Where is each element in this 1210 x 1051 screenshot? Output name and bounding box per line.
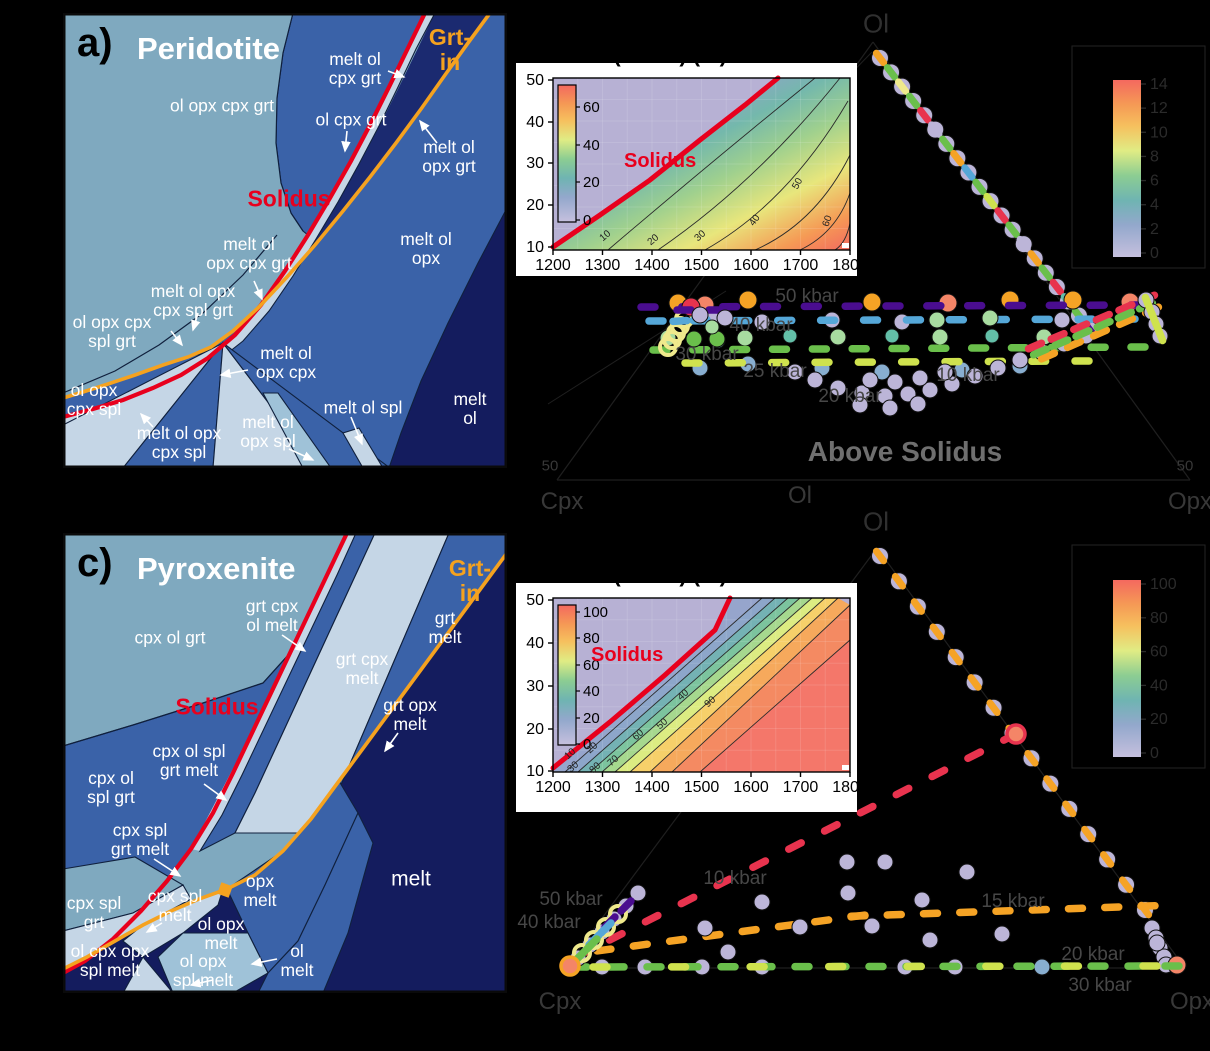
- y-tick-label: 30: [526, 678, 544, 695]
- y-tick-label: 50: [526, 592, 544, 609]
- colorbar-tick-label: 40: [583, 137, 600, 154]
- ternary-colorbar-tick: 8: [1150, 148, 1159, 165]
- y-tick-label: 20: [526, 721, 544, 738]
- ternary-colorbar-tick: 4: [1150, 197, 1159, 214]
- x-tick-label: 1500: [684, 257, 720, 274]
- y-tick-label: 50: [526, 72, 544, 89]
- ternary-colorbar-tick: 6: [1150, 173, 1159, 190]
- y-tick-label: 10: [526, 763, 544, 780]
- ternary-colorbar-tick: 0: [1150, 245, 1159, 262]
- ternary-colorbar-tick: 10: [1150, 124, 1168, 141]
- x-tick-label: 1300: [585, 257, 621, 274]
- x-tick-label: 1200: [535, 257, 571, 274]
- inset-b-title: melt (mode) (%): [562, 42, 727, 67]
- melt-fraction-inset-peridotite: 60 40 20 0 50 40 30 20 10 1200 1300 1400 1500 1600 170…: [516, 63, 857, 276]
- panel_a-canvas: [63, 13, 507, 468]
- colorbar-tick-label: 80: [583, 630, 600, 647]
- x-tick-label: 1500: [684, 779, 720, 796]
- x-tick-label: 1700: [783, 257, 819, 274]
- contour-label: 50: [790, 176, 805, 191]
- panel_c-tag: c): [77, 541, 113, 585]
- colorbar-tick-label: 0: [583, 736, 591, 753]
- x-tick-label: 1200: [535, 779, 571, 796]
- colorbar-tick-label: 40: [583, 683, 600, 700]
- ternary-colorbar-tick: 100: [1150, 576, 1177, 593]
- phase-diagram-peridotite: a) Peridotite ol opx cpx grt melt ol cpx gr…: [63, 13, 507, 468]
- contour-label: 60: [821, 214, 835, 229]
- ternary-colorbar-tick: 80: [1150, 610, 1168, 627]
- inset-d-title: melt (mode) (%): [562, 562, 727, 587]
- panel_a-title: Peridotite: [137, 31, 280, 66]
- panel_a-tag: a): [77, 21, 113, 65]
- colorbar-tick-label: 0: [583, 212, 591, 229]
- y-tick-label: 40: [526, 114, 544, 131]
- ternary_d: 100 80 60 40 20 0: [559, 544, 1206, 977]
- solidus-label: Solidus: [624, 150, 696, 172]
- solidus-label: Solidus: [591, 644, 663, 666]
- ternary-colorbar-tick: 0: [1150, 745, 1159, 762]
- x-tick-label: 1600: [733, 257, 769, 274]
- phase-diagram-pyroxenite: c) Pyroxenite cpx ol grt grt cpx ol melt grt…: [63, 533, 507, 993]
- y-tick-label: 20: [526, 197, 544, 214]
- ternary-colorbar-tick: 12: [1150, 100, 1168, 117]
- x-tick-label: 1600: [733, 779, 769, 796]
- x-tick-label: 1400: [634, 257, 670, 274]
- y-tick-label: 30: [526, 155, 544, 172]
- x-tick-label: 1800: [832, 257, 857, 274]
- colorbar-tick-label: 100: [583, 604, 608, 621]
- ternary-colorbar-tick: 14: [1150, 76, 1168, 93]
- ternary-colorbar-tick: 20: [1150, 711, 1168, 728]
- panel_c-title: Pyroxenite: [137, 551, 296, 586]
- panel_c-canvas: [63, 533, 507, 993]
- ternary-colorbar-tick: 40: [1150, 677, 1168, 694]
- colorbar-tick-label: 60: [583, 99, 600, 116]
- ternary-colorbar-tick: 2: [1150, 221, 1159, 238]
- x-tick-label: 1400: [634, 779, 670, 796]
- ternary-colorbar-tick: 60: [1150, 644, 1168, 661]
- colorbar-tick-label: 20: [583, 174, 600, 191]
- y-tick-label: 10: [526, 239, 544, 256]
- colorbar-tick-label: 20: [583, 710, 600, 727]
- x-tick-label: 1300: [585, 779, 621, 796]
- x-tick-label: 1700: [783, 779, 819, 796]
- melt-fraction-inset-pyroxenite: 100 80 60 40 20 0 50 40 30 20 10 1200 1300 1400 1500 16…: [516, 583, 857, 812]
- colorbar-tick-label: 60: [583, 657, 600, 674]
- x-tick-label: 1800: [832, 779, 857, 796]
- y-tick-label: 40: [526, 635, 544, 652]
